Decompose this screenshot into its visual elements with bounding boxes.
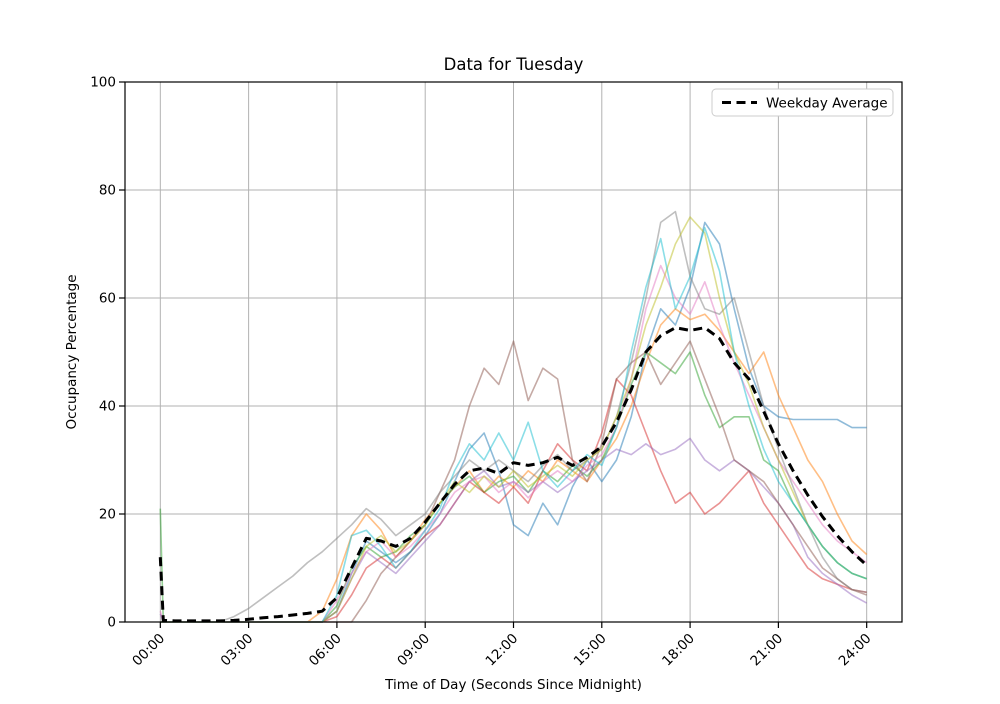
x-tick-label: 12:00 [483, 631, 522, 670]
legend: Weekday Average [711, 88, 894, 117]
series-line-gray [160, 210, 867, 623]
chart-title: Data for Tuesday [444, 55, 584, 74]
average-line [158, 326, 868, 623]
y-tick-label: 100 [90, 75, 116, 91]
x-tick-label: 15:00 [571, 631, 610, 670]
y-tick-label: 60 [99, 291, 116, 307]
x-tick-label: 09:00 [394, 631, 433, 670]
x-tick-label: 18:00 [659, 631, 698, 670]
x-axis-label: Time of Day (Seconds Since Midnight) [384, 677, 642, 693]
x-tick-label: 21:00 [747, 631, 786, 670]
legend-box [711, 88, 894, 117]
y-tick-label: 0 [107, 615, 116, 631]
y-tick-label: 20 [99, 507, 116, 523]
grid-layer [125, 81, 902, 623]
legend-average-label: Weekday Average [766, 96, 888, 112]
y-axis-label: Occupancy Percentage [64, 274, 80, 429]
x-tick-label: 06:00 [306, 631, 345, 670]
x-tick-label: 00:00 [129, 631, 168, 670]
x-tick-label: 03:00 [218, 631, 257, 670]
x-tick-label: 24:00 [836, 631, 875, 670]
y-tick-label: 80 [99, 183, 116, 199]
y-tick-label: 40 [99, 399, 116, 415]
